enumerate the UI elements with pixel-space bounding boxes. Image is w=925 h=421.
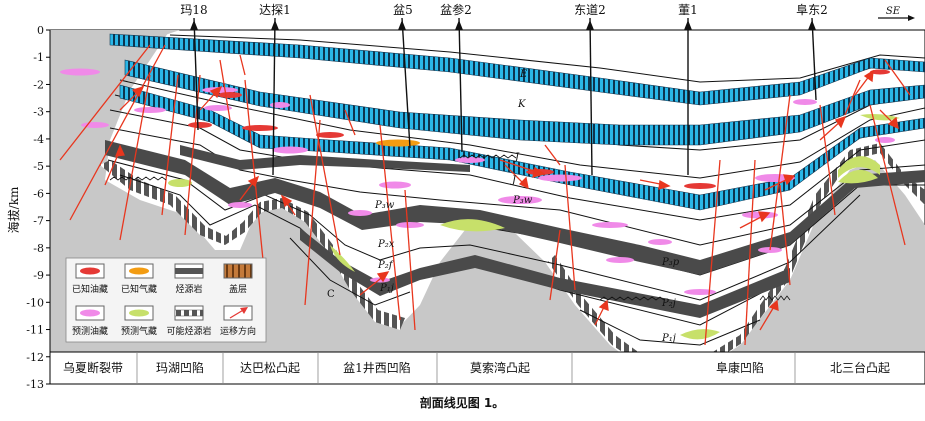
well-label: 玛18 [180, 3, 207, 17]
direction-arrowhead [908, 15, 915, 21]
stratum-label-k: K [517, 99, 526, 110]
legend: 已知油藏 已知气藏 烃源岩 盖层 预测油藏 预测气藏 可能烃源岩 运移方向 [65, 257, 267, 343]
well-path-datan1 [272, 17, 276, 176]
legend-label: 可能烃源岩 [166, 325, 211, 337]
legend-label: 已知气藏 [121, 283, 157, 295]
figure-caption: 剖面线见图 1。 [420, 395, 505, 410]
well-label: 盆5 [393, 3, 413, 17]
strata-labels: E K J J P₃w P₃w P₂x P₂f P₁j P₃p P₂j P₁j … [327, 69, 680, 344]
unit-label: 盆1井西凹陷 [343, 360, 411, 375]
upper-basement-wedge [50, 30, 180, 78]
y-tick-labels: 0 -1 -2 -3 -4 -5 -6 -7 -8 -9 -10 -11 -12 -13 [26, 24, 50, 391]
well-label: 东道2 [574, 3, 606, 17]
y-tick-label: -11 [26, 324, 44, 337]
y-axis-label: 海拔/km [6, 186, 21, 233]
cretaceous-band-upper [109, 33, 925, 106]
well-label: 董1 [678, 3, 698, 17]
y-tick-label: -8 [33, 242, 44, 255]
possible-source-band-left [100, 160, 405, 330]
legend-swatch-known-gas [124, 263, 154, 279]
unconformities [109, 154, 791, 301]
legend-labels: 已知油藏 已知气藏 烃源岩 盖层 预测油藏 预测气藏 可能烃源岩 运移方向 [72, 283, 256, 337]
y-tick-label: -10 [26, 296, 44, 309]
legend-swatch-source-rock [174, 263, 204, 279]
y-tick-label: -6 [33, 187, 44, 200]
predicted-oil-zones [60, 68, 895, 295]
legend-swatch-predicted-gas [124, 305, 154, 321]
stratum-label-p3w: P₃w [374, 200, 395, 211]
well-label: 阜东2 [796, 3, 828, 17]
migration-arrows [104, 69, 899, 331]
legend-label: 预测油藏 [72, 325, 108, 337]
unit-label: 阜康凹陷 [716, 360, 764, 375]
stratum-label-c: C [327, 289, 335, 300]
legend-label: 烃源岩 [175, 283, 202, 295]
legend-label: 已知油藏 [72, 283, 108, 295]
unit-label: 达巴松凸起 [240, 361, 300, 375]
y-tick-label: -7 [33, 215, 44, 228]
legend-swatch-cap-rock [223, 263, 253, 279]
well-path-pencan2 [458, 17, 463, 153]
unit-label: 玛湖凹陷 [156, 360, 204, 375]
stratum-label-j2: J [510, 175, 517, 186]
well-path-fudong2 [811, 17, 817, 101]
y-tick-label: -9 [33, 269, 44, 282]
legend-swatch-migration-direction [223, 305, 253, 321]
y-tick-label: -4 [33, 133, 44, 146]
y-axis: 0 -1 -2 -3 -4 -5 -6 -7 -8 -9 -10 -11 -12 -13 海拔/km [6, 24, 51, 391]
cretaceous-band-lower [124, 59, 925, 146]
unit-label: 乌夏断裂带 [63, 360, 123, 375]
well-path-ma18 [193, 17, 199, 131]
legend-label: 预测气藏 [121, 325, 157, 337]
known-oil-reservoirs [188, 69, 890, 189]
basement-area [50, 30, 925, 384]
stratum-label-e: E [519, 69, 528, 80]
legend-label: 运移方向 [220, 325, 256, 337]
direction-indicator: SE [878, 6, 915, 21]
y-tick-label: -3 [33, 106, 44, 119]
y-tick-label: 0 [37, 24, 44, 37]
legend-swatch-known-oil [75, 263, 105, 279]
stratum-label-j: J [513, 152, 520, 163]
well-label: 达探1 [259, 3, 291, 17]
faults [59, 44, 911, 346]
predicted-gas-zones [168, 114, 900, 340]
stratum-label-p3p: P₃p [661, 257, 680, 268]
direction-label: SE [886, 6, 901, 17]
y-tick-label: -5 [33, 160, 44, 173]
stratum-label-p2x: P₂x [377, 239, 395, 250]
unit-dividers [136, 352, 796, 384]
well-labels: 玛18 达探1 盆5 盆参2 东道2 董1 阜东2 [180, 2, 827, 17]
section-body [50, 30, 925, 384]
y-tick-label: -13 [26, 378, 44, 391]
well-arrowheads [190, 20, 816, 30]
well-label: 盆参2 [440, 2, 472, 17]
stratum-label-p3w-right: P₃w [512, 195, 533, 206]
legend-swatch-predicted-oil [75, 305, 105, 321]
source-rock-band-p1 [180, 145, 470, 172]
well-path-pen5 [401, 17, 411, 149]
unit-label: 莫索湾凸起 [470, 360, 530, 375]
stratum-label-p2f: P₂f [377, 260, 395, 271]
structural-units-bar: 乌夏断裂带 玛湖凹陷 达巴松凸起 盆1井西凹陷 莫索湾凸起 阜康凹陷 北三台凸起 [49, 351, 925, 385]
stratum-label-p1j-right: P₁j [661, 333, 676, 344]
well-path-dongdao2 [589, 17, 593, 176]
well-paths [193, 17, 817, 176]
y-tick-label: -12 [26, 351, 44, 364]
stratum-label-p2j: P₂j [661, 298, 676, 309]
unit-label: 北三台凸起 [830, 360, 890, 375]
legend-swatch-possible-source-rock [174, 305, 204, 321]
structural-units-box [49, 351, 925, 385]
stratum-label-p1j: P₁j [379, 283, 394, 294]
y-tick-label: -2 [33, 78, 44, 91]
y-tick-label: -1 [33, 51, 44, 64]
legend-label: 盖层 [229, 283, 247, 295]
unit-labels: 乌夏断裂带 玛湖凹陷 达巴松凸起 盆1井西凹陷 莫索湾凸起 阜康凹陷 北三台凸起 [63, 360, 890, 375]
